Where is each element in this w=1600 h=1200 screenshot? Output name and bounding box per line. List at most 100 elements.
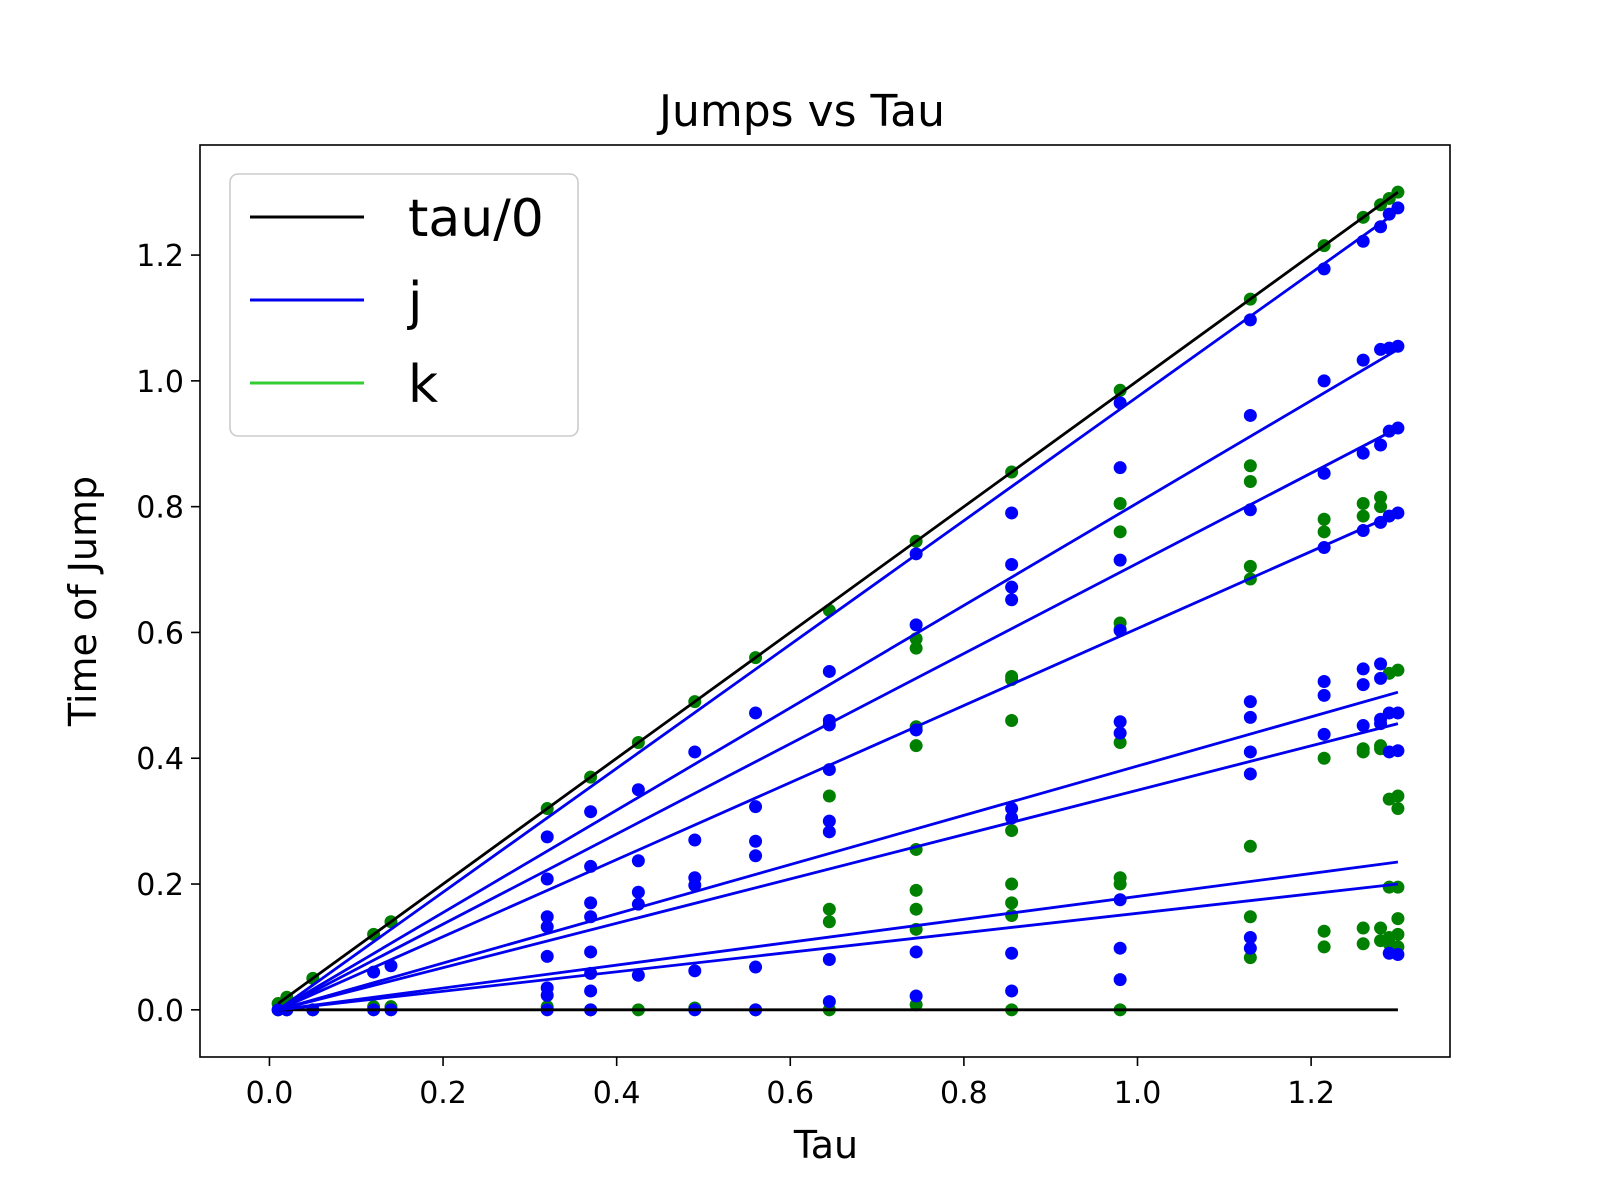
k-point <box>1113 877 1127 891</box>
j-line <box>277 722 1399 1012</box>
k-point <box>1374 490 1388 504</box>
j-point <box>688 878 702 892</box>
j-point <box>1356 719 1370 733</box>
k-point <box>1356 937 1370 951</box>
j-point <box>540 910 554 924</box>
j-point <box>822 995 836 1009</box>
legend-box <box>229 173 579 437</box>
k-point <box>1391 927 1405 941</box>
legend: tau/0 j k <box>229 173 579 437</box>
j-point <box>1317 727 1331 741</box>
j-point <box>1243 695 1257 709</box>
j-point <box>1005 506 1019 520</box>
j-point <box>631 783 645 797</box>
k-point <box>1113 383 1127 397</box>
j-point <box>1243 313 1257 327</box>
j-line <box>277 209 1399 1011</box>
x-tick-label: 0.2 <box>419 1076 467 1111</box>
k-point <box>1317 940 1331 954</box>
j-point <box>1391 201 1405 215</box>
j-point <box>749 834 763 848</box>
j-point <box>540 949 554 963</box>
j-point <box>1317 675 1331 689</box>
j-point <box>1356 662 1370 676</box>
j-point <box>1243 745 1257 759</box>
k-point <box>1391 802 1405 816</box>
chart-title: Jumps vs Tau <box>656 86 945 137</box>
plot-area: 0.0 0.2 0.4 0.6 0.8 1.0 1.2 0.0 0.2 0.4 0.6 0.8 1.0… <box>136 144 1451 1111</box>
legend-label-tau: tau/0 <box>408 189 544 249</box>
k-point <box>909 641 923 655</box>
k-point <box>1391 880 1405 894</box>
x-tick-label: 0.6 <box>766 1076 814 1111</box>
j-point <box>1005 593 1019 607</box>
j-point <box>822 814 836 828</box>
x-tick-label: 0.8 <box>940 1076 988 1111</box>
k-point <box>822 789 836 803</box>
j-point <box>1243 941 1257 955</box>
j-point <box>1317 374 1331 388</box>
j-point <box>749 960 763 974</box>
k-point <box>1113 497 1127 511</box>
j-point <box>584 984 598 998</box>
j-point <box>909 989 923 1003</box>
j-point <box>1005 558 1019 572</box>
j-point <box>1113 941 1127 955</box>
j-point <box>631 968 645 982</box>
k-point <box>1391 789 1405 803</box>
j-point <box>688 833 702 847</box>
j-point <box>584 805 598 819</box>
j-point <box>1113 726 1127 740</box>
j-point <box>1243 710 1257 724</box>
j-line <box>277 882 1399 1012</box>
x-tick-label: 1.0 <box>1114 1076 1162 1111</box>
j-point <box>688 964 702 978</box>
j-point <box>1374 657 1388 671</box>
y-axis-label: Time of Jump <box>61 476 105 727</box>
j-point <box>1391 947 1405 961</box>
y-tick-label: 1.2 <box>136 239 184 274</box>
series-lines <box>277 191 1399 1012</box>
j-point <box>1113 715 1127 729</box>
j-point <box>1374 220 1388 234</box>
k-point <box>1356 745 1370 759</box>
j-point <box>749 849 763 863</box>
j-point <box>1374 671 1388 685</box>
y-tick-label: 0.2 <box>136 868 184 903</box>
x-tick-label: 0.0 <box>246 1076 294 1111</box>
k-point <box>1374 500 1388 514</box>
tau-line <box>277 191 1399 1005</box>
j-point <box>1113 553 1127 567</box>
plot-frame <box>199 144 1451 1058</box>
k-point <box>1243 459 1257 473</box>
j-point <box>540 920 554 934</box>
j-point <box>631 854 645 868</box>
k-point <box>1005 714 1019 728</box>
j-point <box>1391 744 1405 758</box>
k-point <box>1113 736 1127 750</box>
k-point <box>1317 525 1331 539</box>
x-tick-label: 0.4 <box>593 1076 641 1111</box>
k-point <box>909 739 923 753</box>
k-point <box>909 883 923 897</box>
y-tick-label: 1.0 <box>136 365 184 400</box>
j-point <box>540 830 554 844</box>
j-point <box>822 664 836 678</box>
k-point <box>1317 924 1331 938</box>
j-point <box>631 885 645 899</box>
k-point <box>1374 921 1388 935</box>
k-point <box>1113 525 1127 539</box>
j-point <box>688 745 702 759</box>
j-point <box>1113 973 1127 987</box>
y-tick-label: 0.6 <box>136 616 184 651</box>
k-point <box>1356 921 1370 935</box>
x-axis-label: Tau <box>793 1123 858 1167</box>
k-point <box>1243 559 1257 573</box>
k-point <box>1243 839 1257 853</box>
j-line <box>277 426 1399 1012</box>
j-point <box>1374 438 1388 452</box>
j-line <box>277 511 1399 1012</box>
k-point <box>1005 877 1019 891</box>
legend-label-j: j <box>407 272 422 332</box>
